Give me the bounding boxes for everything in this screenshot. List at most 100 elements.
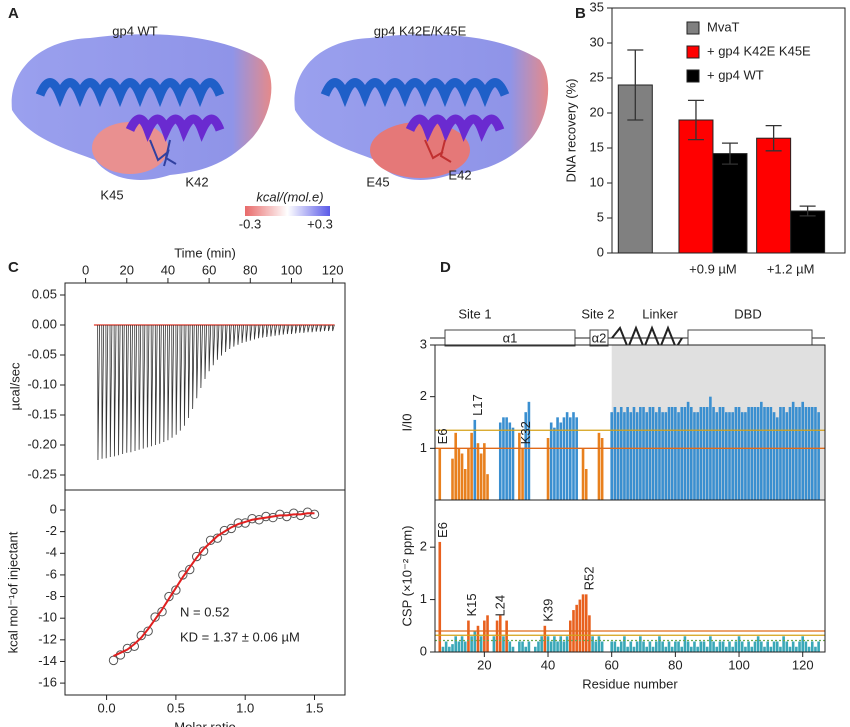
bar xyxy=(731,646,734,652)
bar xyxy=(670,646,674,652)
bar xyxy=(457,448,461,500)
bar xyxy=(613,641,617,652)
bar xyxy=(521,641,524,652)
residue-annotation: R52 xyxy=(582,566,597,590)
bar xyxy=(654,641,658,652)
data-point xyxy=(171,585,181,595)
bar xyxy=(696,646,699,652)
y-tick-label: 0 xyxy=(420,643,427,658)
injection-peak xyxy=(282,324,286,335)
bar xyxy=(623,412,626,500)
data-point xyxy=(219,525,230,536)
bar xyxy=(597,432,601,500)
bar xyxy=(508,422,512,500)
bar xyxy=(807,407,811,500)
bar xyxy=(775,417,779,500)
residue-annotation: E6 xyxy=(435,428,450,444)
bar xyxy=(689,407,693,500)
legend-label: MvaT xyxy=(707,19,740,34)
bar xyxy=(553,427,556,500)
x-tick-label: 20 xyxy=(120,262,134,277)
y-tick-label: -0.10 xyxy=(27,376,57,391)
colorbar xyxy=(245,206,330,216)
error-bar xyxy=(765,124,782,152)
bar xyxy=(667,407,671,500)
bar xyxy=(760,641,763,652)
bar xyxy=(498,422,502,500)
domain-label: Linker xyxy=(642,306,678,321)
injection-peak xyxy=(270,324,273,337)
bar xyxy=(693,412,696,500)
residue-annotation: K32 xyxy=(518,421,533,444)
helix-label: α1 xyxy=(503,330,518,345)
data-point xyxy=(309,509,320,520)
injection-peak xyxy=(290,324,294,335)
error-bar xyxy=(627,49,644,121)
bar xyxy=(632,646,636,652)
error-bar xyxy=(799,205,816,217)
x-tick-label: 60 xyxy=(202,262,216,277)
bar xyxy=(790,210,826,254)
injection-peak xyxy=(142,324,146,449)
bar xyxy=(677,412,680,500)
x-tick-label: 80 xyxy=(668,657,682,672)
injection-peak xyxy=(216,324,220,360)
x-tick-label: 120 xyxy=(322,262,344,277)
bar xyxy=(460,636,464,652)
bar xyxy=(769,407,773,500)
bar xyxy=(610,641,613,652)
injection-peak xyxy=(294,324,298,334)
bar xyxy=(518,641,521,652)
bar xyxy=(483,443,486,500)
bar xyxy=(677,641,680,652)
bar xyxy=(540,636,543,652)
y-tick-label: 30 xyxy=(590,34,604,49)
y-axis-label: CSP (×10⁻² ppm) xyxy=(399,526,414,627)
bar xyxy=(680,407,684,500)
y-tick-label: 0 xyxy=(597,244,604,259)
bar xyxy=(463,469,467,500)
bar xyxy=(779,407,782,500)
y-tick-label: 3 xyxy=(420,336,427,351)
injection-peak xyxy=(220,324,224,356)
bar xyxy=(699,407,703,500)
y-tick-label: -10 xyxy=(38,610,57,625)
data-point xyxy=(178,570,188,580)
linker-zigzag xyxy=(611,325,683,351)
bar xyxy=(705,407,709,500)
chart-panel: C 0.05 0.00 -0.05 -0.10 -0.15 -0.20 -0.25 0 20 40 6… xyxy=(7,245,346,491)
injection-peak xyxy=(150,324,154,447)
surface-mutant xyxy=(294,34,549,180)
bar xyxy=(756,137,792,254)
bar xyxy=(457,641,461,652)
bar xyxy=(562,417,566,500)
bar xyxy=(479,453,483,500)
injection-peak xyxy=(146,324,150,448)
bar xyxy=(798,641,801,652)
bar xyxy=(725,646,728,652)
domain-label: Site 1 xyxy=(458,306,491,321)
domain-label: DBD xyxy=(734,306,761,321)
bar xyxy=(712,153,748,254)
bar xyxy=(756,407,760,500)
x-tick-label: 120 xyxy=(792,657,814,672)
bar xyxy=(772,412,776,500)
injection-peak xyxy=(196,324,199,399)
bar xyxy=(791,401,795,500)
bar xyxy=(476,625,480,652)
data-point xyxy=(302,507,313,517)
injection-peak xyxy=(109,324,113,458)
bar xyxy=(438,541,442,652)
y-tick-label: 0.05 xyxy=(32,286,57,301)
bar xyxy=(747,641,750,652)
bar xyxy=(473,419,477,500)
y-tick-label: 10 xyxy=(590,174,604,189)
bar xyxy=(721,407,725,500)
bar xyxy=(705,646,709,652)
x-tick-label: 1.0 xyxy=(236,700,254,715)
x-tick-label: 40 xyxy=(541,657,555,672)
y-tick-label: -12 xyxy=(38,631,57,646)
bar xyxy=(505,417,508,500)
bar xyxy=(610,412,613,500)
